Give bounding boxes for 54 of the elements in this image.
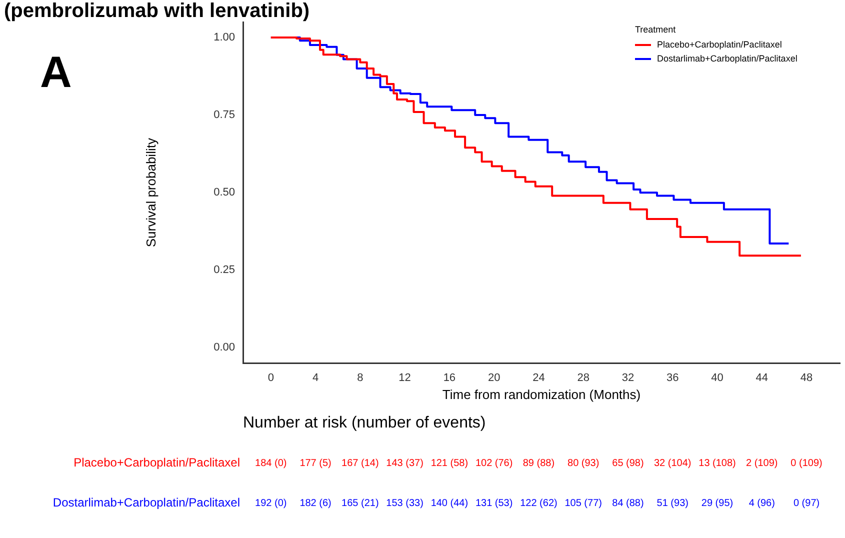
text: 167 (14) (342, 458, 379, 469)
x-tick-label: 0 (268, 372, 274, 384)
text: 0 (109) (790, 458, 822, 469)
legend-label: Placebo+Carboplatin/Paclitaxel (657, 39, 782, 50)
text: 182 (6) (300, 498, 332, 509)
chart-title: (pembrolizumab with lenvatinib) (4, 0, 310, 23)
x-tick-label: 4 (312, 372, 319, 384)
x-tick-label: 40 (711, 372, 724, 384)
x-tick-label: 8 (357, 372, 364, 384)
x-tick-label: 28 (577, 372, 590, 384)
legend-title: Treatment (635, 24, 676, 34)
x-tick-label: 20 (488, 372, 500, 384)
text: 184 (0) (255, 458, 287, 469)
y-tick-label: 1.00 (214, 32, 235, 44)
text: 84 (88) (612, 498, 644, 509)
text: Number at risk (number of events) (243, 414, 486, 432)
text: 32 (104) (654, 458, 692, 469)
text: 80 (93) (568, 458, 600, 469)
y-tick-label: 0.25 (214, 264, 235, 276)
text: 0 (97) (793, 498, 820, 509)
text: 122 (62) (520, 498, 558, 509)
text: 51 (93) (656, 498, 688, 509)
text: A (40, 48, 72, 98)
text: 177 (5) (300, 458, 332, 469)
text: 140 (44) (430, 498, 468, 509)
x-tick-label: 24 (532, 372, 545, 384)
text: 192 (0) (255, 498, 287, 509)
x-tick-label: 36 (666, 372, 679, 384)
x-tick-label: 44 (756, 372, 768, 384)
text: 65 (98) (612, 458, 644, 469)
text: 2 (109) (746, 458, 778, 469)
text: Dostarlimab+Carboplatin/Paclitaxel (52, 495, 240, 510)
text: 121 (58) (430, 458, 468, 469)
y-axis-title: Survival probability (143, 138, 158, 248)
text: 4 (96) (748, 498, 775, 509)
text: 102 (76) (475, 458, 513, 469)
x-axis-title: Time from randomization (Months) (442, 386, 641, 402)
legend-label: Dostarlimab+Carboplatin/Paclitaxel (657, 53, 798, 64)
text: 29 (95) (701, 498, 734, 509)
x-tick-label: 48 (800, 372, 813, 384)
text: 131 (53) (475, 498, 513, 509)
text: 13 (108) (698, 458, 736, 469)
text: 89 (88) (522, 458, 555, 469)
y-tick-label: 0.00 (214, 342, 235, 354)
x-tick-label: 16 (443, 372, 456, 384)
y-tick-label: 0.75 (214, 109, 235, 122)
text: Placebo+Carboplatin/Paclitaxel (74, 455, 240, 470)
text: 143 (37) (386, 458, 424, 469)
text: 153 (33) (386, 498, 424, 509)
text: 105 (77) (564, 498, 602, 509)
y-tick-label: 0.50 (214, 186, 235, 199)
x-tick-label: 12 (398, 372, 411, 384)
text: 165 (21) (342, 498, 379, 509)
x-tick-label: 32 (622, 372, 634, 384)
